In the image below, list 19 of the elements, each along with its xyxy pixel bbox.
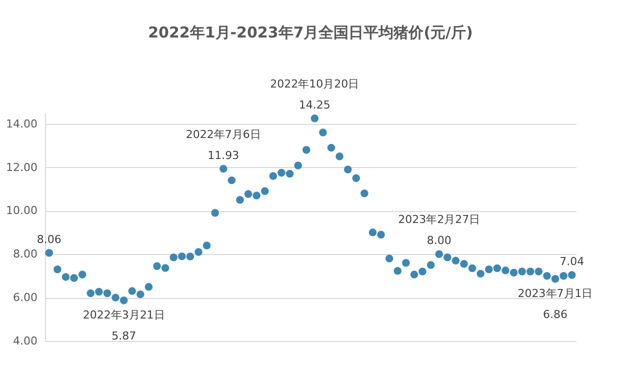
data-label: 11.93	[208, 148, 240, 162]
chart-title: 2022年1月-2023年7月全国日平均猪价(元/斤)	[148, 23, 473, 42]
data-label: 14.25	[298, 98, 330, 112]
y-tick-label: 6.00	[13, 291, 38, 304]
y-tick-label: 10.00	[6, 204, 38, 218]
y-tick-label: 4.00	[13, 334, 38, 348]
y-tick-label: 12.00	[6, 160, 38, 174]
annotation: 2022年3月21日	[82, 308, 165, 322]
y-tick-label: 8.00	[13, 248, 38, 261]
annotation: 2023年7月1日	[518, 286, 593, 300]
data-label: 5.87	[112, 329, 136, 342]
data-label: 6.86	[543, 308, 568, 321]
y-tick-label: 14.00	[6, 117, 38, 130]
data-label: 8.06	[36, 232, 62, 246]
data-label: 8.00	[426, 234, 452, 248]
annotation: 2022年7月6日	[186, 128, 261, 141]
annotation: 2023年2月27日	[398, 213, 480, 226]
data-label: 7.04	[560, 254, 584, 268]
annotation: 2022年10月20日	[270, 77, 360, 90]
